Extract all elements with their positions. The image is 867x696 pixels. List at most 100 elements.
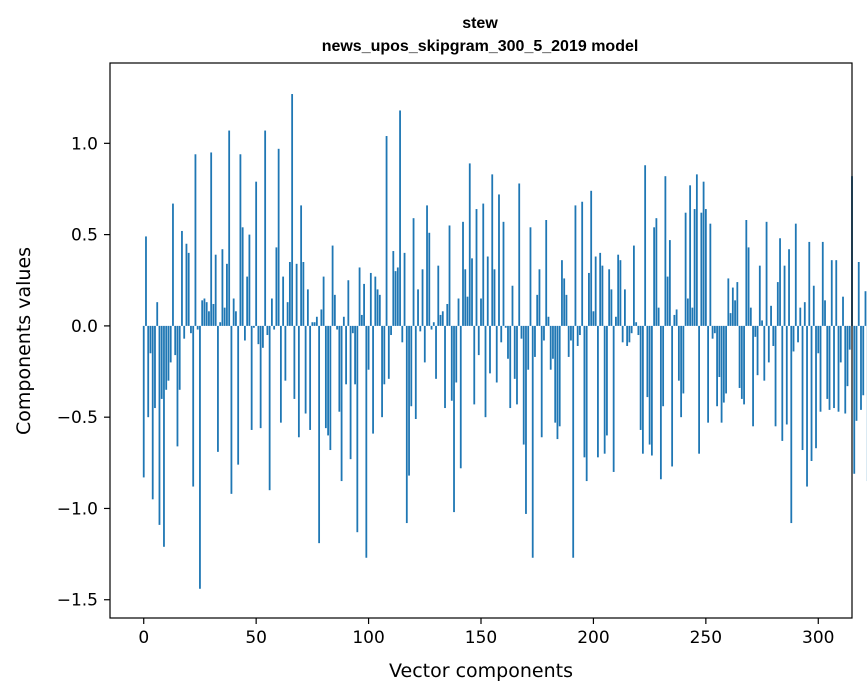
y-tick-label: −1.5 xyxy=(57,591,98,611)
bar-91 xyxy=(347,280,350,326)
bar-239 xyxy=(680,325,683,418)
bar-157 xyxy=(495,325,498,383)
bar-13 xyxy=(172,203,174,326)
bar-138 xyxy=(453,325,455,513)
bar-103 xyxy=(374,276,377,326)
bar-194 xyxy=(579,325,581,336)
bar-148 xyxy=(475,209,478,326)
bar-98 xyxy=(363,283,365,326)
bar-201 xyxy=(594,256,597,326)
bar-145 xyxy=(468,163,471,326)
bar-67 xyxy=(293,325,296,399)
bar-124 xyxy=(421,269,424,326)
bar-162 xyxy=(507,325,509,359)
bar-53 xyxy=(262,325,264,348)
bar-196 xyxy=(583,325,586,458)
x-tick-label: 250 xyxy=(690,628,722,648)
bar-167 xyxy=(518,183,521,326)
bar-298 xyxy=(812,285,815,326)
bar-285 xyxy=(783,265,786,326)
bar-108 xyxy=(385,136,388,326)
bar-64 xyxy=(286,302,289,326)
bar-172 xyxy=(529,227,532,326)
bar-225 xyxy=(648,325,651,445)
bar-158 xyxy=(498,194,500,326)
bar-197 xyxy=(585,325,588,482)
bar-321 xyxy=(864,291,867,326)
bar-112 xyxy=(394,271,397,326)
bar-65 xyxy=(288,262,291,326)
bar-310 xyxy=(839,325,842,363)
x-tick-label: 0 xyxy=(138,628,149,648)
bar-group xyxy=(142,94,867,589)
bar-168 xyxy=(520,325,523,339)
bar-247 xyxy=(698,325,700,454)
bar-121 xyxy=(414,325,417,419)
bar-312 xyxy=(844,325,847,414)
bar-28 xyxy=(205,302,208,326)
bar-307 xyxy=(833,325,835,409)
bar-290 xyxy=(794,223,797,326)
bar-188 xyxy=(565,294,568,326)
bar-184 xyxy=(556,325,559,440)
bar-271 xyxy=(752,325,754,427)
bar-302 xyxy=(821,241,824,326)
bar-116 xyxy=(403,252,406,326)
bar-1 xyxy=(145,236,147,326)
bar-238 xyxy=(677,325,680,381)
bar-233 xyxy=(666,276,669,326)
bar-274 xyxy=(758,265,761,326)
y-tick-label: −1.0 xyxy=(57,499,98,519)
bar-50 xyxy=(255,181,258,326)
bar-113 xyxy=(396,267,399,326)
bar-56 xyxy=(268,325,271,491)
bar-137 xyxy=(450,325,453,401)
bar-85 xyxy=(333,294,336,326)
bar-136 xyxy=(448,225,451,326)
bar-37 xyxy=(226,263,228,326)
bar-171 xyxy=(527,325,530,370)
y-tick-label: 0.5 xyxy=(71,226,98,246)
bar-14 xyxy=(174,325,177,356)
bar-25 xyxy=(199,325,201,589)
bar-203 xyxy=(599,252,602,326)
bar-262 xyxy=(731,287,734,326)
bar-282 xyxy=(776,282,779,326)
bar-78 xyxy=(318,325,321,544)
bar-263 xyxy=(734,300,736,326)
bar-44 xyxy=(241,227,244,326)
bar-317 xyxy=(855,325,858,421)
y-tick-label: 1.0 xyxy=(71,134,98,154)
bar-20 xyxy=(187,252,190,326)
bar-22 xyxy=(192,325,195,487)
x-tick-label: 200 xyxy=(577,628,609,648)
bar-68 xyxy=(295,263,298,326)
bar-43 xyxy=(239,154,242,326)
bar-90 xyxy=(345,325,347,385)
bar-163 xyxy=(509,325,512,409)
bar-17 xyxy=(181,230,183,326)
bar-224 xyxy=(646,325,649,398)
bar-190 xyxy=(570,325,572,341)
bar-170 xyxy=(525,325,527,514)
bar-272 xyxy=(754,325,757,337)
bar-117 xyxy=(405,325,408,524)
bar-195 xyxy=(581,201,584,326)
bar-3 xyxy=(149,325,152,354)
bar-214 xyxy=(624,289,626,326)
bar-5 xyxy=(154,325,156,409)
bar-32 xyxy=(214,254,217,326)
bar-139 xyxy=(455,325,458,383)
bar-267 xyxy=(743,325,745,405)
bar-277 xyxy=(765,221,768,326)
bar-109 xyxy=(387,325,390,379)
bar-62 xyxy=(282,276,285,326)
bar-296 xyxy=(808,241,811,326)
y-tick-label: −0.5 xyxy=(57,408,98,428)
bar-87 xyxy=(338,325,341,412)
bar-54 xyxy=(264,130,267,326)
bar-156 xyxy=(493,269,496,326)
bar-135 xyxy=(446,303,449,326)
bar-110 xyxy=(390,325,392,336)
bar-111 xyxy=(392,251,395,326)
